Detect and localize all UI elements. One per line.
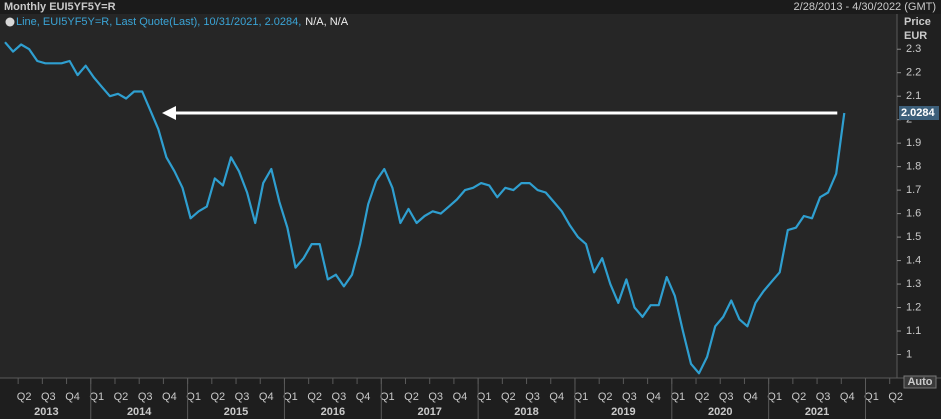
x-tick-label: Q4	[259, 391, 274, 403]
x-tick-label: Q3	[41, 391, 56, 403]
x-tick-label: Q2	[404, 391, 419, 403]
x-tick-label: Q2	[210, 391, 225, 403]
y-tick-label: 1.5	[906, 231, 921, 243]
x-tick-label: Q1	[380, 391, 395, 403]
chart-title: Monthly EUI5YF5Y=R	[4, 1, 116, 13]
x-tick-label: Q4	[356, 391, 371, 403]
x-tick-label: Q3	[622, 391, 637, 403]
auto-button-label[interactable]: Auto	[907, 376, 932, 388]
last-value-label: 2.0284	[901, 107, 936, 119]
y-label: EUR	[904, 30, 927, 42]
year-label: 2020	[708, 406, 732, 418]
y-tick-label: 1.7	[906, 184, 921, 196]
x-tick-label: Q1	[89, 391, 104, 403]
x-tick-label: Q3	[719, 391, 734, 403]
x-tick-label: Q2	[888, 391, 903, 403]
year-label: 2015	[224, 406, 248, 418]
annotation-arrowhead	[162, 106, 176, 121]
y-tick-label: 1	[906, 348, 912, 360]
y-tick-label: 1.6	[906, 208, 921, 220]
x-tick-label: Q3	[138, 391, 153, 403]
x-tick-label: Q3	[428, 391, 443, 403]
y-tick-label: 2.2	[906, 67, 921, 79]
y-tick-label: 1.8	[906, 161, 921, 173]
x-tick-label: Q4	[453, 391, 468, 403]
x-tick-label: Q1	[186, 391, 201, 403]
x-tick-label: Q2	[501, 391, 516, 403]
x-tick-label: Q1	[574, 391, 589, 403]
date-range: 2/28/2013 - 4/30/2022 (GMT)	[794, 1, 936, 13]
x-tick-label: Q2	[695, 391, 710, 403]
y-tick-label: 2.3	[906, 43, 921, 55]
legend-text: Line, EUI5YF5Y=R, Last Quote(Last), 10/3…	[16, 16, 301, 28]
year-label: 2014	[127, 406, 152, 418]
x-tick-label: Q4	[646, 391, 661, 403]
x-tick-label: Q2	[114, 391, 129, 403]
x-tick-label: Q2	[17, 391, 32, 403]
y-axis-panel	[897, 14, 941, 378]
x-tick-label: Q4	[840, 391, 855, 403]
x-tick-label: Q3	[332, 391, 347, 403]
legend-na: N/A, N/A	[305, 16, 348, 28]
x-tick-label: Q2	[598, 391, 613, 403]
y-tick-label: 1.2	[906, 301, 921, 313]
y-tick-label: 1.4	[906, 254, 921, 266]
x-tick-label: Q2	[792, 391, 807, 403]
year-label: 2016	[321, 406, 345, 418]
y-label: Price	[904, 16, 931, 28]
legend-icon	[5, 17, 15, 27]
x-tick-label: Q1	[864, 391, 879, 403]
last-value-box	[899, 106, 939, 121]
year-label: 2021	[805, 406, 829, 418]
year-label: 2017	[417, 406, 441, 418]
x-axis-panel	[0, 378, 941, 419]
x-tick-label: Q2	[307, 391, 322, 403]
y-tick-label: 1.1	[906, 325, 921, 337]
x-tick-label: Q1	[283, 391, 298, 403]
x-tick-label: Q4	[549, 391, 564, 403]
x-tick-label: Q3	[816, 391, 831, 403]
auto-button[interactable]	[903, 375, 937, 389]
year-label: 2013	[34, 406, 58, 418]
y-tick-label: 2.1	[906, 90, 921, 102]
x-tick-label: Q3	[235, 391, 250, 403]
year-label: 2018	[514, 406, 538, 418]
x-tick-label: Q3	[525, 391, 540, 403]
y-tick-label: 1.9	[906, 137, 921, 149]
x-tick-label: Q4	[162, 391, 177, 403]
year-label: 2019	[611, 406, 635, 418]
price-line	[4, 41, 846, 375]
x-tick-label: Q4	[65, 391, 80, 403]
x-tick-label: Q1	[767, 391, 782, 403]
y-tick-label: 1.3	[906, 278, 921, 290]
plot-area	[0, 14, 897, 378]
x-tick-label: Q4	[743, 391, 758, 403]
x-tick-label: Q1	[670, 391, 685, 403]
x-tick-label: Q1	[477, 391, 492, 403]
